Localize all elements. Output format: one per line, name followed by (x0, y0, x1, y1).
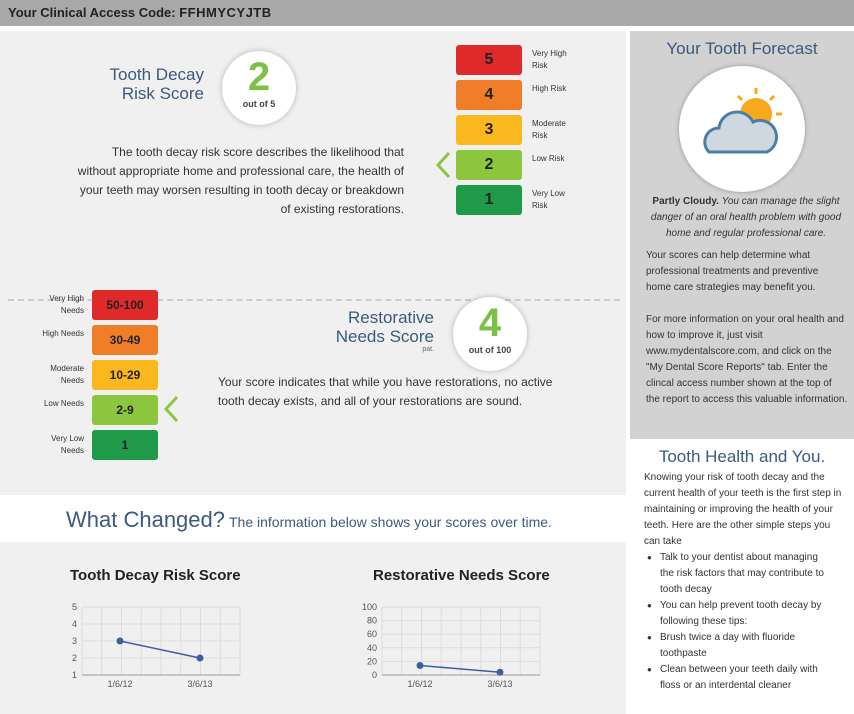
restorative-level-4: 2-9 (92, 395, 158, 425)
y-tick-label: 0 (372, 670, 377, 680)
y-tick-label: 5 (72, 602, 77, 612)
restorative-description: Your score indicates that while you have… (218, 375, 553, 408)
forecast-para1: Your scores can help determine what prof… (646, 250, 819, 293)
restorative-title: Restorative Needs Score pat. (300, 308, 434, 354)
tooth-health-item: You can help prevent tooth decay by foll… (644, 598, 834, 630)
restorative-level-3: 10-29 (92, 360, 158, 390)
decay-score-circle: 2 out of 5 (222, 51, 296, 125)
restorative-score-circle: 4 out of 100 (453, 297, 527, 371)
forecast-lead: Partly Cloudy. (652, 196, 719, 207)
charts-area: Tooth Decay Risk Score 1 2 3 4 5 1/6/12 3/6/13… (0, 542, 626, 714)
access-code-value: FFHMYCYJTB (179, 5, 272, 20)
access-code-label: Your Clinical Access Code: (8, 5, 176, 20)
decay-level-2: 4 (456, 80, 522, 110)
x-tick-label: 1/6/12 (407, 679, 432, 689)
restorative-chart-title: Restorative Needs Score (373, 567, 550, 584)
data-point (196, 654, 204, 662)
data-point (116, 637, 124, 645)
restorative-level-label-3: Moderate Needs (50, 364, 84, 385)
y-tick-label: 100 (362, 602, 377, 612)
restorative-level-label-4: Low Needs (43, 399, 84, 408)
y-tick-label: 1 (72, 670, 77, 680)
y-tick-label: 60 (367, 629, 377, 639)
x-tick-label: 3/6/13 (487, 679, 512, 689)
decay-level-3: 3 (456, 115, 522, 145)
forecast-sidebar: Your Tooth Forecast Partly Cloudy. You c… (630, 31, 854, 439)
restorative-score: 4 (478, 301, 502, 345)
forecast-para2: For more information on your oral health… (646, 314, 848, 405)
series-line (119, 640, 201, 659)
decay-level-4: 2 (456, 150, 522, 180)
tooth-health-title: Tooth Health and You. (658, 447, 826, 466)
y-tick-label: 2 (72, 653, 77, 663)
decay-title-line2: Risk Score (121, 84, 204, 103)
y-tick-label: 3 (72, 636, 77, 646)
y-tick-label: 20 (367, 656, 377, 666)
decay-level-label-4: Low Risk (532, 154, 565, 163)
decay-title: Tooth Decay Risk Score (70, 65, 205, 103)
restorative-level-1: 50-100 (92, 290, 158, 320)
decay-score: 2 (247, 55, 271, 99)
decay-title-line1: Tooth Decay (109, 65, 205, 84)
restorative-level-2: 30-49 (92, 325, 158, 355)
tooth-health-item: Talk to your dentist about managing the … (644, 550, 834, 598)
y-tick-label: 80 (367, 616, 377, 626)
restorative-level-label-1: Very High Needs (49, 294, 84, 315)
tooth-health-sidebar: Tooth Health and You. Knowing your risk … (630, 439, 854, 714)
what-changed-subtitle: The information below shows your scores … (229, 514, 552, 530)
tooth-health-list: Talk to your dentist about managing the … (644, 550, 834, 694)
what-changed-bar: What Changed? The information below shows… (0, 497, 626, 542)
restorative-score-sub: out of 100 (468, 345, 512, 355)
decay-level-1: 5 (456, 45, 522, 75)
restorative-title-line1: Restorative (348, 308, 434, 327)
restorative-title-line2: Needs Score (335, 327, 434, 346)
partly-cloudy-icon (703, 88, 782, 154)
x-tick-label: 1/6/12 (107, 679, 132, 689)
restorative-level-5: 1 (92, 430, 158, 460)
header-bar: Your Clinical Access Code: FFHMYCYJTB (0, 0, 854, 26)
forecast-badge (679, 66, 805, 192)
decay-level-5: 1 (456, 185, 522, 215)
forecast-summary: Partly Cloudy. You can manage the slight… (646, 194, 846, 242)
restorative-title-note: pat. (422, 346, 434, 353)
decay-history-chart: 1 2 3 4 5 1/6/12 3/6/13 (72, 602, 241, 689)
x-tick-label: 3/6/13 (187, 679, 212, 689)
access-code: Your Clinical Access Code: FFHMYCYJTB (8, 5, 272, 20)
tooth-health-intro: Knowing your risk of tooth decay and the… (644, 472, 842, 547)
series-line (419, 664, 501, 674)
decay-score-sub: out of 5 (242, 99, 276, 109)
what-changed-heading: What Changed? The information below shows… (66, 507, 552, 533)
restorative-history-chart: 0 20 40 60 80 100 1/6/12 3/6/13 (362, 602, 541, 689)
restorative-level-label-2: High Needs (42, 329, 84, 338)
decay-description: The tooth decay risk score describes the… (77, 145, 404, 216)
decay-chart-title: Tooth Decay Risk Score (70, 567, 241, 584)
decay-level-label-5: Very Low Risk (532, 189, 565, 210)
y-tick-label: 4 (72, 619, 77, 629)
tooth-health-item: Brush twice a day with fluoride toothpas… (644, 630, 834, 662)
tooth-health-item: Clean between your teeth daily with flos… (644, 662, 834, 694)
restorative-level-label-5: Very Low Needs (51, 434, 84, 455)
decay-level-label-3: Moderate Risk (532, 119, 566, 140)
decay-selected-chevron-icon (435, 151, 451, 179)
scores-panel: Tooth Decay Risk Score 2 out of 5 The to… (0, 31, 626, 495)
restorative-selected-chevron-icon (163, 395, 179, 423)
y-tick-label: 40 (367, 643, 377, 653)
forecast-title: Your Tooth Forecast (666, 39, 818, 58)
decay-level-label-1: Very High Risk (532, 49, 567, 70)
what-changed-title: What Changed? (66, 507, 225, 532)
section-divider (8, 299, 620, 301)
decay-level-label-2: High Risk (532, 84, 567, 93)
data-point (416, 661, 424, 669)
data-point (496, 668, 504, 676)
forecast-text: You can manage the slight danger of an o… (650, 196, 842, 239)
